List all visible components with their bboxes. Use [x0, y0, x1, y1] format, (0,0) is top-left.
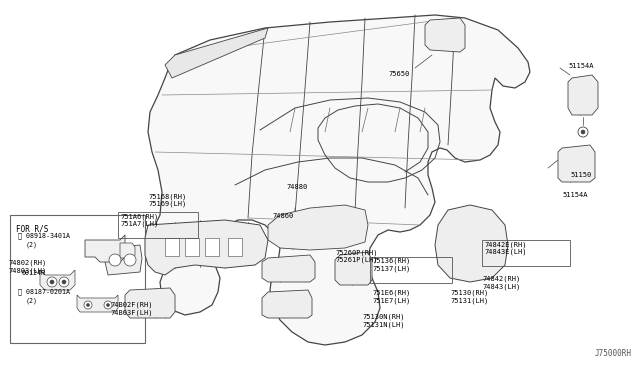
- Text: J75000RH: J75000RH: [595, 349, 632, 358]
- Circle shape: [50, 280, 54, 284]
- Text: 75260P(RH)
75261P(LH): 75260P(RH) 75261P(LH): [335, 249, 378, 263]
- Polygon shape: [268, 205, 368, 250]
- Polygon shape: [40, 270, 75, 290]
- Text: 74B02F(RH)
74B03F(LH): 74B02F(RH) 74B03F(LH): [110, 302, 152, 316]
- Text: (2): (2): [26, 242, 38, 248]
- Circle shape: [86, 304, 90, 307]
- Text: 75130N(RH)
75131N(LH): 75130N(RH) 75131N(LH): [362, 314, 404, 328]
- Text: Ⓝ 08187-0201A: Ⓝ 08187-0201A: [18, 288, 70, 295]
- Text: FOR R/S: FOR R/S: [16, 224, 49, 233]
- Text: 74860: 74860: [272, 213, 293, 219]
- Text: 74802(RH)
74803(LH): 74802(RH) 74803(LH): [8, 260, 46, 274]
- Polygon shape: [77, 295, 118, 312]
- Polygon shape: [125, 288, 175, 318]
- Text: 75650: 75650: [388, 71, 409, 77]
- Polygon shape: [335, 252, 372, 285]
- Polygon shape: [85, 235, 125, 262]
- Circle shape: [84, 301, 92, 309]
- Text: 51150: 51150: [570, 172, 591, 178]
- Circle shape: [106, 304, 109, 307]
- Text: 74842E(RH)
74843E(LH): 74842E(RH) 74843E(LH): [484, 241, 527, 255]
- Polygon shape: [165, 28, 268, 78]
- Bar: [118, 212, 198, 238]
- Text: 74880: 74880: [286, 184, 307, 190]
- Circle shape: [124, 254, 136, 266]
- Polygon shape: [558, 145, 595, 182]
- Text: 75130(RH)
75131(LH): 75130(RH) 75131(LH): [450, 290, 488, 304]
- Polygon shape: [435, 205, 508, 282]
- Polygon shape: [145, 220, 268, 275]
- Text: 751E6(RH)
751E7(LH): 751E6(RH) 751E7(LH): [372, 290, 410, 304]
- Text: 51154A: 51154A: [568, 63, 593, 69]
- Circle shape: [104, 301, 112, 309]
- Bar: [228, 238, 242, 256]
- Bar: [165, 238, 179, 256]
- Text: (2): (2): [26, 298, 38, 305]
- Text: 74842(RH)
74843(LH): 74842(RH) 74843(LH): [482, 276, 520, 290]
- Polygon shape: [568, 75, 598, 115]
- Polygon shape: [262, 255, 315, 282]
- Text: 60124R: 60124R: [22, 270, 46, 276]
- Polygon shape: [120, 243, 135, 258]
- Polygon shape: [262, 290, 312, 318]
- Circle shape: [578, 127, 588, 137]
- Bar: [185, 238, 199, 256]
- Circle shape: [59, 277, 69, 287]
- Bar: [482, 240, 570, 266]
- Polygon shape: [148, 15, 530, 345]
- Text: 751A6(RH)
751A7(LH): 751A6(RH) 751A7(LH): [120, 213, 158, 227]
- Circle shape: [62, 280, 66, 284]
- Bar: [205, 238, 219, 256]
- Text: Ⓝ 08918-3401A: Ⓝ 08918-3401A: [18, 232, 70, 238]
- Bar: [10, 215, 145, 343]
- Text: 51154A: 51154A: [562, 192, 588, 198]
- Polygon shape: [105, 245, 142, 275]
- Text: 75136(RH)
75137(LH): 75136(RH) 75137(LH): [372, 258, 410, 272]
- Circle shape: [47, 277, 57, 287]
- Bar: [370, 257, 452, 283]
- Polygon shape: [425, 18, 465, 52]
- Circle shape: [109, 254, 121, 266]
- Circle shape: [581, 130, 585, 134]
- Text: 75168(RH)
75169(LH): 75168(RH) 75169(LH): [148, 193, 186, 207]
